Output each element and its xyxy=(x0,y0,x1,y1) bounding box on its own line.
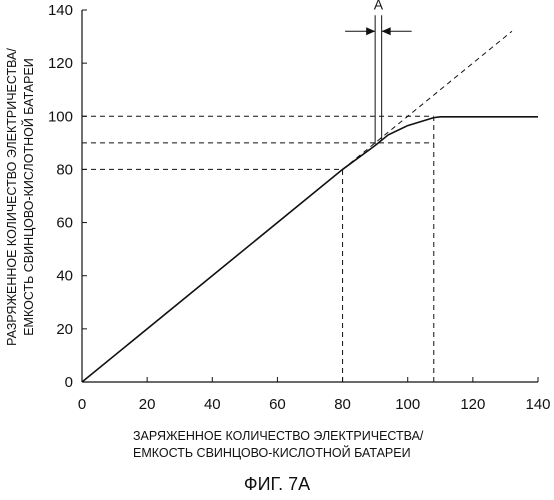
y-tick-label: 120 xyxy=(48,55,73,72)
y-tick-label: 40 xyxy=(56,268,73,285)
series-lines xyxy=(82,31,538,382)
discharge-curve-line xyxy=(82,117,538,382)
x-tick-label: 60 xyxy=(269,396,286,413)
y-tick-label: 60 xyxy=(56,215,73,232)
y-tick-label: 80 xyxy=(56,161,73,178)
x-tick-label: 20 xyxy=(139,396,156,413)
annotation-label: A xyxy=(374,0,384,12)
y-axis-label-line-2: ЕМКОСТЬ СВИНЦОВО-КИСЛОТНОЙ БАТАРЕИ xyxy=(21,58,36,336)
annotation-left-arrowhead xyxy=(366,27,375,35)
y-tick-label: 0 xyxy=(65,374,73,391)
figure-caption: ФИГ. 7A xyxy=(244,474,310,494)
y-tick-label: 20 xyxy=(56,321,73,338)
ideal-dashed-line xyxy=(343,31,512,169)
ticks: 0 20 40 60 80 100 120 140 0 20 40 60 80 100 120 140 xyxy=(48,2,551,413)
x-tick-label: 0 xyxy=(78,396,86,413)
x-tick-label: 140 xyxy=(525,396,550,413)
x-tick-label: 40 xyxy=(204,396,221,413)
x-tick-label: 120 xyxy=(460,396,485,413)
x-tick-label: 100 xyxy=(395,396,420,413)
annotation-right-arrowhead xyxy=(382,27,391,35)
reference-lines xyxy=(82,116,434,382)
x-axis-label-line-1: ЗАРЯЖЕННОЕ КОЛИЧЕСТВО ЭЛЕКТРИЧЕСТВА/ xyxy=(133,429,424,443)
y-axis-label-line-1: РАЗРЯЖЕННОЕ КОЛИЧЕСТВО ЭЛЕКТРИЧЕСТВА/ xyxy=(5,48,19,346)
x-tick-label: 80 xyxy=(334,396,351,413)
x-axis-label-line-2: ЕМКОСТЬ СВИНЦОВО-КИСЛОТНОЙ БАТАРЕИ xyxy=(133,445,411,460)
y-tick-label: 140 xyxy=(48,2,73,19)
annotation-a: A xyxy=(345,0,412,144)
y-tick-label: 100 xyxy=(48,108,73,125)
